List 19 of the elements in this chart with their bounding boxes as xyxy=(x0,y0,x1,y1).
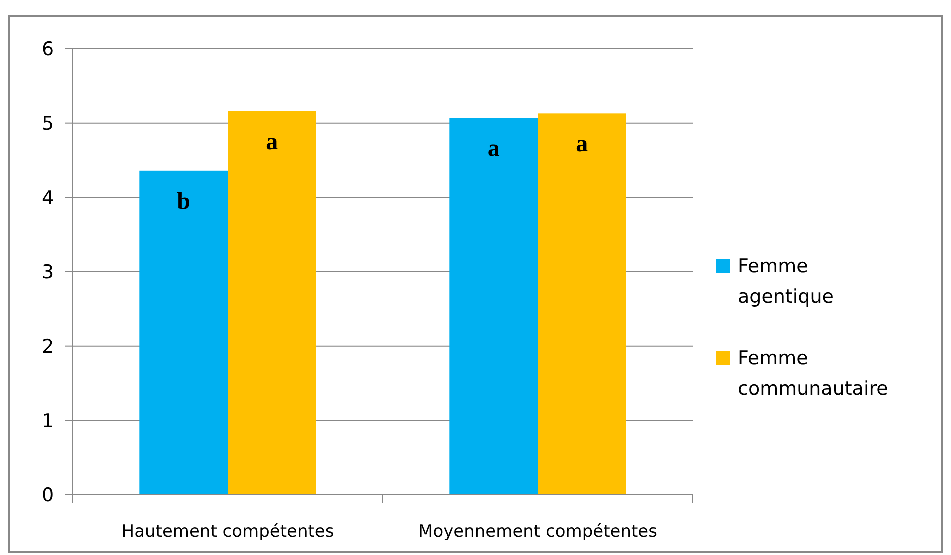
bar xyxy=(228,111,316,495)
annotation: b xyxy=(177,188,191,215)
y-tick-label: 4 xyxy=(42,187,54,210)
legend-label: Femme communautaire xyxy=(738,348,888,400)
legend-label: Femme agentique xyxy=(738,256,834,308)
y-tick-label: 0 xyxy=(42,484,54,507)
annotation: a xyxy=(576,132,588,158)
y-tick-label: 6 xyxy=(42,38,54,61)
y-tick-label: 2 xyxy=(42,336,54,358)
x-tick-label: Moyennement compétentes xyxy=(418,522,658,542)
bar xyxy=(538,114,626,495)
bar xyxy=(450,118,538,495)
x-tick-label: Hautement compétentes xyxy=(122,522,334,542)
bar xyxy=(140,170,228,495)
y-tick-label: 1 xyxy=(42,410,54,432)
y-tick-label: 3 xyxy=(42,262,54,284)
annotation: a xyxy=(488,136,500,162)
annotation: a xyxy=(266,129,278,156)
y-tick-label: 5 xyxy=(42,112,54,135)
